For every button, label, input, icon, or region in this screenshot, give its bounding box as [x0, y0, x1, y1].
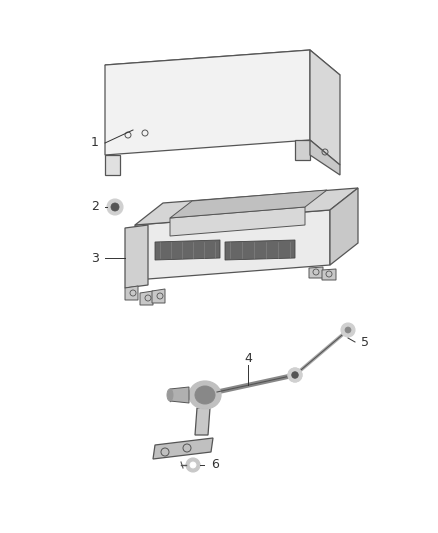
- Circle shape: [186, 458, 200, 472]
- Text: 3: 3: [91, 252, 99, 264]
- Polygon shape: [105, 155, 120, 175]
- Polygon shape: [309, 267, 323, 278]
- Circle shape: [292, 372, 298, 378]
- Text: 5: 5: [361, 335, 369, 349]
- Circle shape: [341, 323, 355, 337]
- Circle shape: [190, 462, 196, 468]
- Polygon shape: [295, 140, 310, 160]
- Text: 1: 1: [91, 136, 99, 149]
- Circle shape: [288, 368, 302, 382]
- Polygon shape: [310, 140, 340, 175]
- Text: 2: 2: [91, 200, 99, 214]
- Ellipse shape: [189, 381, 221, 409]
- Circle shape: [107, 199, 123, 215]
- Text: 6: 6: [211, 458, 219, 472]
- Circle shape: [292, 372, 298, 378]
- Circle shape: [288, 368, 302, 382]
- Polygon shape: [125, 286, 138, 300]
- Polygon shape: [105, 50, 310, 155]
- Polygon shape: [170, 387, 189, 403]
- Polygon shape: [310, 50, 340, 165]
- Polygon shape: [195, 408, 210, 435]
- Polygon shape: [170, 207, 305, 236]
- Circle shape: [345, 327, 351, 333]
- Polygon shape: [105, 50, 340, 90]
- Polygon shape: [322, 269, 336, 280]
- Circle shape: [111, 203, 119, 211]
- Polygon shape: [135, 188, 358, 225]
- Polygon shape: [125, 225, 148, 288]
- Polygon shape: [155, 240, 220, 260]
- Polygon shape: [135, 210, 330, 280]
- Polygon shape: [170, 190, 327, 218]
- Polygon shape: [225, 240, 295, 260]
- Polygon shape: [152, 289, 165, 303]
- Text: 4: 4: [244, 351, 252, 365]
- Ellipse shape: [195, 386, 215, 404]
- Ellipse shape: [167, 389, 173, 401]
- Polygon shape: [153, 438, 213, 459]
- Polygon shape: [330, 188, 358, 265]
- Polygon shape: [140, 291, 153, 305]
